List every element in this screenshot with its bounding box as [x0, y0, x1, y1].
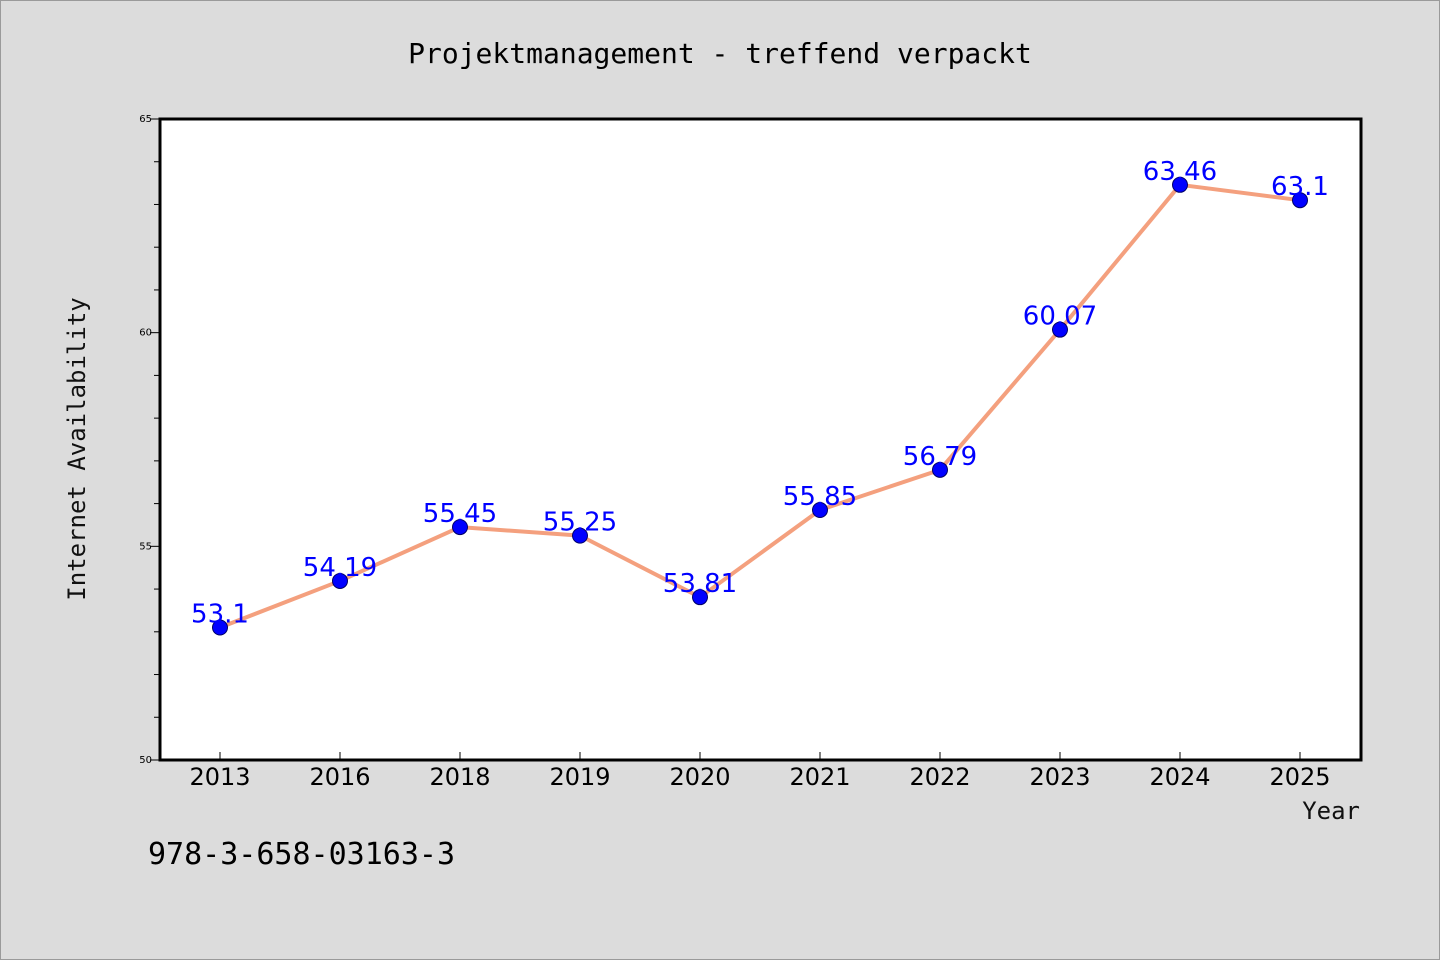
data-point-marker — [1292, 192, 1308, 209]
x-tick-label: 2013 — [189, 763, 250, 791]
x-tick-label: 2020 — [669, 763, 730, 791]
data-point-marker — [212, 619, 228, 636]
x-tick-label: 2022 — [909, 763, 970, 791]
y-axis-label: Internet Availability — [63, 297, 91, 600]
data-point-marker — [1172, 176, 1188, 193]
x-axis-label: Year — [1302, 797, 1360, 825]
data-label: 60.07 — [1023, 302, 1097, 332]
x-tick-label: 2018 — [429, 763, 490, 791]
data-label: 63.46 — [1143, 157, 1217, 187]
chart-title: Projektmanagement - treffend verpackt — [408, 37, 1032, 70]
y-tick-label: 55 — [139, 541, 152, 552]
plot-area — [158, 117, 1363, 762]
y-tick-label: 50 — [139, 755, 152, 766]
x-tick-label: 2016 — [309, 763, 370, 791]
x-tick-label: 2019 — [549, 763, 610, 791]
y-tick-label: 65 — [139, 114, 152, 125]
data-point-marker — [932, 461, 948, 478]
data-label: 54.19 — [303, 553, 377, 583]
y-tick-label: 60 — [139, 328, 152, 339]
x-axis: 2013 2016 2018 2019 2020 2021 2022 2023 2024 2025 — [189, 752, 1331, 791]
x-tick-label: 2024 — [1149, 763, 1210, 791]
data-label: 63.1 — [1271, 172, 1329, 202]
data-point-marker — [812, 502, 828, 519]
data-label: 53.81 — [663, 569, 737, 599]
data-label: 55.85 — [783, 482, 857, 512]
data-point-marker — [572, 527, 588, 544]
series-layer: 53.1 54.19 55.45 55.25 53.81 55.85 56.79 60.07 6… — [191, 157, 1329, 636]
data-label: 55.45 — [423, 499, 497, 529]
x-tick-label: 2025 — [1269, 763, 1330, 791]
data-label: 55.25 — [543, 508, 617, 538]
y-axis: 50 55 60 65 — [139, 114, 160, 766]
data-label: 53.1 — [191, 600, 249, 630]
series-line — [219, 182, 1301, 630]
data-point-marker — [452, 519, 468, 536]
isbn-footer: 978-3-658-03163-3 — [148, 837, 455, 872]
data-point-marker — [332, 572, 348, 589]
x-tick-label: 2023 — [1029, 763, 1090, 791]
data-label: 56.79 — [903, 442, 977, 472]
x-tick-label: 2021 — [789, 763, 850, 791]
data-point-marker — [1052, 321, 1068, 338]
data-point-marker — [692, 589, 708, 606]
